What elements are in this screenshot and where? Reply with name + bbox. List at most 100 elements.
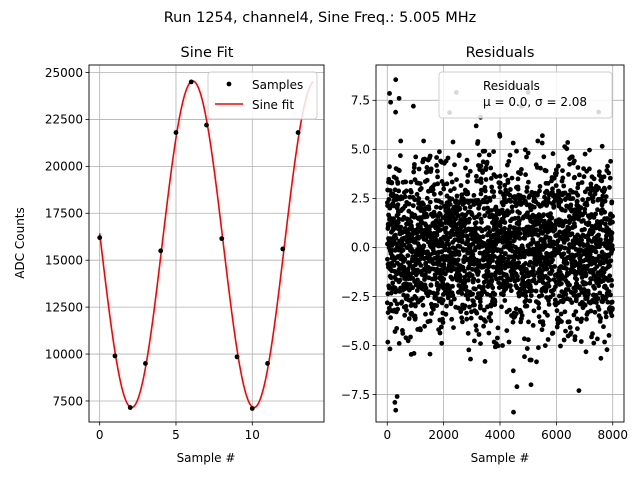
residual-point	[587, 252, 593, 257]
residual-point	[446, 246, 452, 252]
residual-point	[478, 180, 484, 185]
residual-point	[399, 273, 405, 278]
residual-point	[565, 140, 571, 145]
residual-point	[546, 283, 552, 289]
residual-point	[562, 208, 568, 214]
residual-outlier-point	[528, 382, 534, 388]
residual-point	[574, 316, 580, 322]
sample-point	[173, 130, 179, 135]
residual-point	[413, 303, 418, 309]
residual-point	[550, 330, 556, 336]
residual-point	[435, 168, 440, 174]
sample-point	[219, 236, 225, 242]
residual-point	[610, 213, 615, 219]
residual-point	[423, 260, 429, 266]
residual-point	[542, 194, 547, 200]
residual-point	[394, 326, 400, 331]
residual-point	[474, 173, 479, 179]
residual-point	[405, 253, 411, 258]
residual-point	[534, 227, 540, 233]
residual-point	[408, 179, 414, 185]
residual-point	[526, 179, 531, 185]
residual-point	[596, 283, 602, 289]
residual-point	[406, 201, 412, 207]
residual-point	[405, 338, 411, 344]
residual-point	[405, 293, 410, 299]
residual-point	[499, 304, 504, 310]
residual-point	[523, 261, 528, 266]
residual-point	[472, 302, 477, 308]
residual-point	[508, 199, 514, 204]
residual-point	[509, 175, 515, 181]
residual-point	[546, 298, 551, 303]
residual-point	[531, 204, 537, 210]
residual-point	[598, 315, 603, 321]
residual-point	[437, 227, 443, 233]
residual-point	[468, 356, 473, 362]
residual-point	[494, 276, 499, 282]
residual-point	[480, 159, 486, 165]
y-tick-label: 20000	[45, 160, 83, 174]
residual-point	[505, 180, 511, 185]
residual-point	[581, 243, 587, 249]
residual-point	[537, 188, 542, 194]
residual-point	[547, 277, 552, 283]
residual-point	[497, 173, 503, 179]
residual-point	[510, 261, 516, 267]
residual-point	[557, 229, 563, 235]
residual-point	[416, 196, 422, 201]
residual-point	[462, 303, 468, 309]
residual-point	[450, 276, 455, 282]
residual-point	[388, 315, 393, 321]
y-tick-label: 0.0	[351, 241, 370, 255]
residual-point	[608, 258, 614, 264]
residual-point	[421, 243, 427, 249]
residual-point	[513, 306, 519, 312]
residual-point	[417, 181, 423, 187]
residual-point	[395, 181, 401, 186]
residual-point	[402, 256, 408, 262]
residual-point	[420, 295, 425, 301]
sample-point	[97, 235, 103, 241]
residual-point	[546, 199, 551, 205]
residual-point	[595, 336, 600, 342]
residual-point	[535, 138, 541, 144]
residual-point	[412, 162, 417, 167]
residual-point	[414, 296, 419, 301]
residual-point	[592, 309, 598, 315]
residual-point	[583, 281, 589, 287]
residual-point	[418, 256, 424, 262]
residual-point	[497, 180, 503, 186]
residual-point	[425, 249, 430, 255]
y-tick-label: 15000	[45, 254, 83, 268]
sine-fit-title: Sine Fit	[181, 45, 234, 61]
residual-point	[391, 263, 397, 268]
residual-point	[540, 322, 546, 328]
residual-point	[468, 315, 474, 321]
residual-point	[575, 232, 580, 238]
residual-point	[550, 151, 556, 157]
residuals-title: Residuals	[466, 45, 535, 61]
residual-point	[544, 266, 550, 272]
residual-point	[424, 177, 430, 183]
sample-point	[127, 405, 133, 410]
residual-point	[536, 305, 542, 311]
residual-point	[575, 165, 581, 170]
residual-point	[597, 290, 603, 296]
residual-point	[440, 320, 446, 325]
residual-point	[531, 273, 537, 278]
residual-point	[550, 186, 555, 192]
residual-point	[394, 301, 400, 307]
residual-point	[476, 269, 481, 275]
residual-point	[587, 280, 593, 286]
residual-point	[384, 300, 390, 306]
residual-point	[599, 143, 605, 149]
residual-point	[431, 306, 436, 312]
sample-point	[143, 361, 148, 366]
residual-outlier-point	[393, 407, 399, 413]
residual-point	[500, 240, 506, 245]
residual-point	[490, 258, 495, 263]
residual-point	[507, 307, 512, 313]
residual-point	[435, 287, 441, 292]
sine-fit-legend-box	[207, 71, 318, 120]
